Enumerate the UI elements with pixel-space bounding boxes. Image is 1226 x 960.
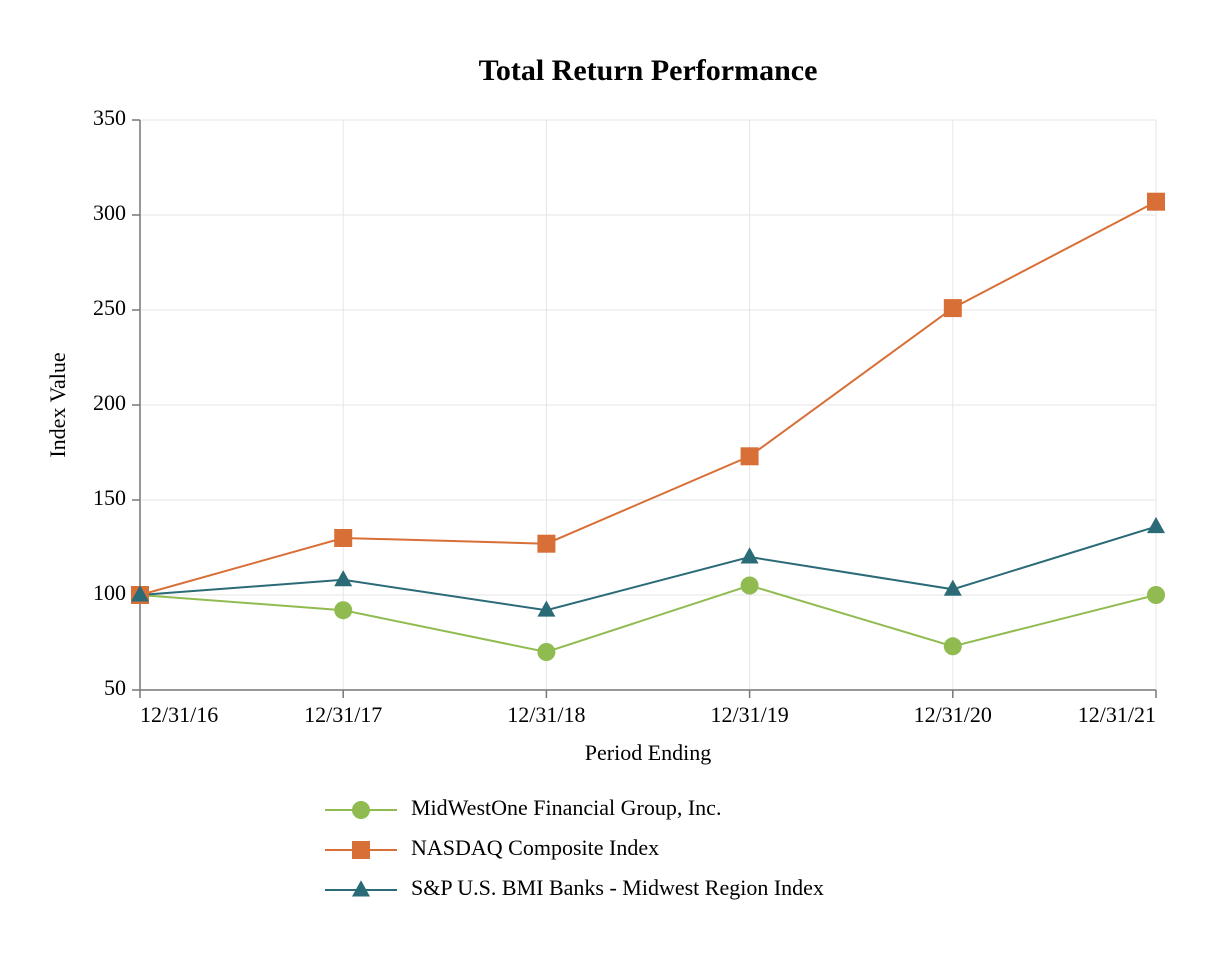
data-marker	[741, 447, 759, 465]
y-tick-label: 100	[93, 580, 126, 605]
x-tick-label: 12/31/18	[507, 702, 585, 727]
data-marker	[944, 637, 962, 655]
legend-label: MidWestOne Financial Group, Inc.	[411, 795, 721, 820]
x-axis-label: Period Ending	[585, 740, 712, 765]
y-tick-label: 250	[93, 295, 126, 320]
total-return-chart: 50 100 150 200 250 300 350 12/31/16 12/31/17 12/3…	[0, 0, 1226, 960]
x-tick-label: 12/31/21	[1078, 702, 1156, 727]
x-tick-label: 12/31/20	[914, 702, 992, 727]
legend-label: S&P U.S. BMI Banks - Midwest Region Inde…	[411, 875, 824, 900]
y-tick-label: 150	[93, 485, 126, 510]
data-marker	[334, 529, 352, 547]
chart-container: 50 100 150 200 250 300 350 12/31/16 12/31/17 12/3…	[0, 0, 1226, 960]
legend-marker	[352, 841, 370, 859]
data-marker	[537, 535, 555, 553]
data-marker	[334, 601, 352, 619]
data-marker	[1147, 193, 1165, 211]
x-tick-label: 12/31/16	[140, 702, 218, 727]
data-marker	[944, 299, 962, 317]
x-tick-label: 12/31/17	[304, 702, 382, 727]
legend-label: NASDAQ Composite Index	[411, 835, 659, 860]
data-marker	[1147, 586, 1165, 604]
chart-title: Total Return Performance	[479, 54, 818, 87]
data-marker	[537, 643, 555, 661]
legend-marker	[352, 801, 370, 819]
data-marker	[741, 577, 759, 595]
x-tick-label: 12/31/19	[710, 702, 788, 727]
y-tick-label: 300	[93, 200, 126, 225]
y-tick-label: 350	[93, 105, 126, 130]
y-tick-label: 50	[104, 675, 126, 700]
y-axis-label: Index Value	[45, 352, 70, 457]
y-tick-label: 200	[93, 390, 126, 415]
